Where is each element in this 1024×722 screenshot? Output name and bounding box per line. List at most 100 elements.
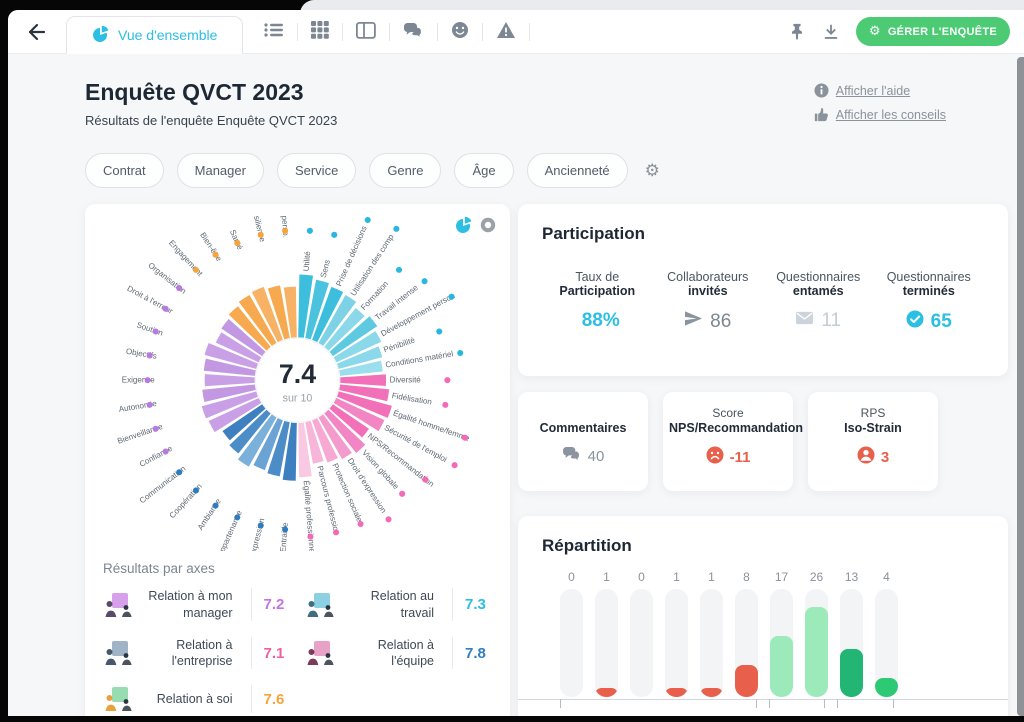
- wheel-segment[interactable]: [312, 418, 338, 463]
- wheel-segment[interactable]: [298, 422, 312, 478]
- themes-wheel-chart: Utilité Sens Prise de décisions Utilisation…: [103, 216, 492, 551]
- wheel-segment[interactable]: [339, 360, 383, 376]
- pin-button[interactable]: [788, 22, 806, 41]
- pie-view-button[interactable]: [455, 216, 472, 234]
- page-header: Enquête QVCT 2023 Résultats de l'enquête…: [85, 69, 1008, 128]
- wheel-segment[interactable]: [208, 398, 262, 433]
- wheel-segment[interactable]: [229, 409, 271, 454]
- help-link[interactable]: Afficher l'aide: [814, 83, 910, 98]
- wheel-dot: [395, 266, 403, 273]
- axis-result-item[interactable]: Relation à l'équipe 7.8: [305, 636, 493, 670]
- wheel-segment[interactable]: [222, 404, 266, 441]
- wheel-segment[interactable]: [283, 286, 297, 338]
- wheel-label: Santé: [228, 228, 245, 251]
- bar-fill: [770, 636, 793, 697]
- tab-comments[interactable]: [390, 22, 437, 42]
- filters-settings-button[interactable]: ⚙: [644, 160, 660, 181]
- wheel-segment[interactable]: [251, 286, 283, 343]
- tips-link[interactable]: Afficher les conseils: [814, 107, 946, 122]
- wheel-segment[interactable]: [267, 420, 290, 477]
- wheel-segment[interactable]: [312, 286, 344, 343]
- wheel-segment[interactable]: [221, 318, 266, 357]
- bar: 0: [630, 570, 653, 697]
- axis-label: Relation à l'équipe: [377, 637, 434, 669]
- wheel-segment[interactable]: [305, 279, 329, 340]
- axis-illustration: [307, 641, 334, 666]
- donut-view-button[interactable]: [480, 217, 496, 233]
- wheel-segment[interactable]: [282, 422, 297, 481]
- filter-pill-genre[interactable]: Genre: [369, 153, 442, 188]
- filter-pill-anciennete[interactable]: Ancienneté: [526, 153, 628, 188]
- axis-result-item[interactable]: Relation à l'entreprise 7.1: [103, 636, 291, 670]
- kpi-card-isostrain[interactable]: RPS Iso-Strain 3: [808, 392, 938, 491]
- tab-smiley[interactable]: [438, 21, 482, 42]
- split-view-icon: [356, 21, 377, 42]
- wheel-dot: [152, 328, 159, 335]
- wheel-segment[interactable]: [215, 332, 262, 363]
- filter-pill-contrat[interactable]: Contrat: [85, 153, 164, 188]
- wheel-segment[interactable]: [204, 374, 255, 387]
- tab-alert[interactable]: [483, 21, 529, 42]
- wheel-segment[interactable]: [201, 391, 258, 419]
- tab-overview[interactable]: Vue d'ensemble: [66, 16, 244, 54]
- wheel-segment[interactable]: [267, 285, 290, 340]
- arrow-left-icon: [28, 23, 46, 40]
- wheel-segment[interactable]: [340, 374, 387, 386]
- dashboard: Utilité Sens Prise de décisions Utilisation…: [85, 204, 1008, 716]
- axis-result-item[interactable]: Relation à soi 7.6: [103, 685, 291, 714]
- wheel-segment[interactable]: [324, 409, 366, 453]
- filters-bar: Contrat Manager Service Genre Âge Ancienneté …: [85, 153, 1008, 188]
- wheel-segment[interactable]: [333, 398, 385, 432]
- wheel-segment[interactable]: [329, 404, 369, 438]
- wheel-segment[interactable]: [337, 346, 383, 369]
- wheel-segment[interactable]: [237, 414, 277, 467]
- wheel-segment[interactable]: [298, 274, 314, 338]
- wheel-segment[interactable]: [337, 391, 392, 418]
- manage-survey-button[interactable]: ⚙ GÉRER L'ENQUÊTE: [855, 17, 1010, 46]
- wheel-segment[interactable]: [253, 418, 283, 471]
- kpi-label: NPS/Recommandation: [669, 421, 804, 435]
- pie-chart-icon: [456, 216, 472, 233]
- stat-value: 65: [930, 311, 952, 332]
- wheel-segment[interactable]: [318, 414, 352, 460]
- kpi-card-npsrecommandation[interactable]: Score NPS/Recommandation -11: [663, 392, 804, 491]
- tab-grid[interactable]: [298, 21, 342, 42]
- toolbar: Vue d'ensemble ⚙ GÉRER L'ENQUÊTE: [8, 10, 1024, 54]
- back-button[interactable]: [24, 20, 50, 44]
- filter-pill-service[interactable]: Service: [276, 153, 357, 188]
- stat-label-bold: terminés: [902, 284, 955, 298]
- wheel-segment[interactable]: [318, 294, 357, 346]
- axis-label: Relation au travail: [370, 589, 434, 620]
- axis-label: Relation à soi: [156, 692, 233, 707]
- axis-result-item[interactable]: Relation à mon manager 7.2: [103, 588, 291, 621]
- divider: [529, 22, 531, 41]
- divider: [250, 685, 252, 714]
- wheel-segment[interactable]: [329, 316, 378, 357]
- kpi-card-commentaires[interactable]: Commentaires 40: [518, 392, 648, 491]
- stat-label: Collaborateurs: [667, 270, 749, 284]
- download-button[interactable]: [822, 23, 840, 41]
- repartition-title: Répartition: [542, 536, 632, 555]
- bar: 1: [595, 570, 618, 697]
- wheel-segment[interactable]: [228, 306, 271, 351]
- wheel-segment[interactable]: [339, 384, 390, 402]
- bar: 26: [805, 570, 828, 697]
- bar-track: [630, 589, 653, 697]
- page-subtitle: Résultats de l'enquête Enquête QVCT 2023: [85, 113, 338, 128]
- wheel-segment[interactable]: [203, 358, 256, 376]
- filter-pill-manager[interactable]: Manager: [176, 153, 264, 188]
- axis-score: 7.6: [263, 690, 285, 708]
- tab-list[interactable]: [251, 22, 297, 41]
- wheel-segment[interactable]: [305, 420, 324, 464]
- wheel-segment[interactable]: [333, 331, 382, 363]
- filter-pill-age[interactable]: Âge: [454, 153, 514, 188]
- wheel-segment[interactable]: [202, 384, 256, 403]
- tab-split-view[interactable]: [343, 21, 389, 42]
- scrollbar[interactable]: [1017, 57, 1024, 716]
- stat-label: Taux de: [575, 270, 620, 284]
- wheel-segment[interactable]: [204, 342, 258, 369]
- axis-result-item[interactable]: Relation au travail 7.3: [305, 588, 493, 621]
- divider: [250, 636, 252, 670]
- wheel-segment[interactable]: [238, 294, 277, 346]
- wheel-segment[interactable]: [324, 307, 365, 351]
